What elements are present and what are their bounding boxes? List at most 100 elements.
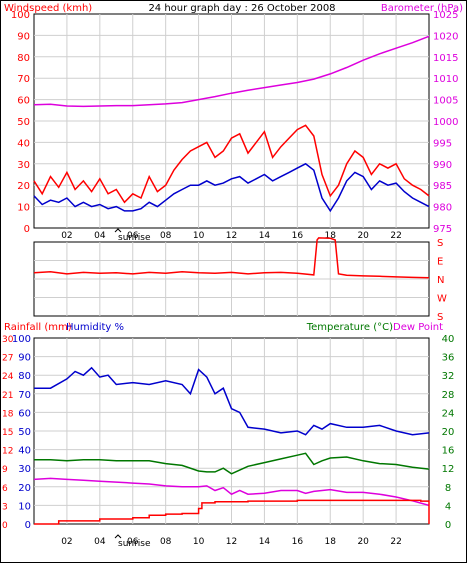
hour-tick-label: 16 xyxy=(292,231,304,241)
rainfall-axis-label: Rainfall (mm) xyxy=(4,322,72,333)
windspeed-tick-label: 30 xyxy=(17,160,30,171)
hour-tick-label: 12 xyxy=(226,537,237,547)
hour-tick-label: 22 xyxy=(390,537,401,547)
hour-tick-label: 04 xyxy=(94,231,106,241)
temperature-tick-label: 12 xyxy=(442,464,455,475)
windspeed-tick-label: 100 xyxy=(11,10,30,21)
direction-tick-label: S xyxy=(437,238,443,249)
humidity-tick-label: 90 xyxy=(18,353,31,364)
wind-barometer-panel: Windspeed (kmh) 24 hour graph day : 26 O… xyxy=(4,3,463,243)
barometer-tick-label: 980 xyxy=(433,203,452,214)
hour-tick-label: 06 xyxy=(127,537,139,547)
wind-series xyxy=(33,35,430,213)
temperature-tick-label: 32 xyxy=(442,371,455,382)
humidity-tick-label: 80 xyxy=(18,371,31,382)
humidity-tick-label: 50 xyxy=(18,427,31,438)
sunrise-marker-icon xyxy=(114,534,122,539)
rainfall-tick-label: 27 xyxy=(2,354,13,364)
hour-tick-label: 18 xyxy=(325,537,337,547)
barometer-tick-label: 1000 xyxy=(433,117,458,128)
rainfall-tick-labels: 0 3 6 9 12 15 18 21 24 27 30 xyxy=(2,335,14,531)
rainfall-tick-label: 6 xyxy=(2,484,8,494)
hour-tick-label: 20 xyxy=(357,231,369,241)
hour-tick-label: 14 xyxy=(259,537,271,547)
sunrise-label: sunrise xyxy=(118,233,151,243)
direction-tick-label: N xyxy=(437,275,444,286)
rainfall-tick-label: 18 xyxy=(2,409,14,419)
humidity-series xyxy=(33,366,430,525)
windspeed-tick-label: 0 xyxy=(24,224,30,235)
temperature-tick-label: 8 xyxy=(445,483,451,494)
rainfall-tick-label: 0 xyxy=(2,521,8,531)
temperature-tick-label: 28 xyxy=(442,390,455,401)
humidity-tick-label: 60 xyxy=(18,408,31,419)
direction-tick-label: E xyxy=(437,257,443,268)
rainfall-mm-line xyxy=(34,499,430,525)
humidity-tick-label: 30 xyxy=(18,464,31,475)
direction-series xyxy=(33,237,430,279)
dew-point-axis-label: Dew Point xyxy=(393,322,443,333)
direction-grid xyxy=(34,242,429,316)
windspeed-axis-label: Windspeed (kmh) xyxy=(4,3,92,14)
hour-tick-label: 16 xyxy=(292,537,304,547)
humidity-tick-label: 20 xyxy=(18,483,31,494)
rainfall-tick-label: 15 xyxy=(2,428,13,438)
barometer-tick-label: 995 xyxy=(433,138,452,149)
direction-tick-label: S xyxy=(437,312,443,323)
hour-tick-label: 02 xyxy=(61,537,72,547)
barometer-axis-label: Barometer (hPa) xyxy=(381,3,463,14)
humidity-tick-labels: 0 10 20 30 40 50 60 70 80 90 100 xyxy=(12,334,31,531)
hour-tick-label: 08 xyxy=(160,537,172,547)
sunrise-marker-icon xyxy=(114,228,122,233)
hour-tick-label: 10 xyxy=(193,537,205,547)
rainfall-tick-label: 24 xyxy=(2,372,14,382)
hour-tick-label: 02 xyxy=(61,231,72,241)
hour-tick-label: 18 xyxy=(325,231,337,241)
windspeed-tick-label: 70 xyxy=(17,74,30,85)
windspeed-tick-label: 60 xyxy=(17,96,30,107)
dew-point-line xyxy=(33,477,430,507)
barometer-tick-label: 975 xyxy=(433,224,452,235)
windspeed-tick-label: 80 xyxy=(17,53,30,64)
windspeed-tick-label: 20 xyxy=(17,181,30,192)
windspeed-kmh-line xyxy=(33,124,430,204)
hour-tick-label: 12 xyxy=(226,231,237,241)
hour-tick-label: 14 xyxy=(259,231,271,241)
hour-tick-label: 20 xyxy=(357,537,369,547)
temperature-tick-label: 40 xyxy=(442,334,455,345)
barometer-tick-label: 1010 xyxy=(433,74,458,85)
barometer-tick-labels: 975 980 985 990 995 1000 1005 1010 1015 1020 1025 xyxy=(433,10,458,235)
rainfall-tick-label: 9 xyxy=(2,465,8,475)
humidity-tick-label: 0 xyxy=(25,520,31,531)
windspeed-tick-label: 50 xyxy=(17,117,30,128)
barometer-tick-label: 990 xyxy=(433,160,452,171)
hour-tick-label: 06 xyxy=(127,231,139,241)
hour-tick-label: 22 xyxy=(390,231,401,241)
barometer-tick-label: 1025 xyxy=(433,10,458,21)
barometer-tick-label: 985 xyxy=(433,181,452,192)
barometer-tick-label: 1020 xyxy=(433,31,458,42)
temperature-tick-label: 20 xyxy=(442,427,455,438)
windspeed-tick-label: 10 xyxy=(17,203,30,214)
gust-line xyxy=(33,162,430,213)
hour-tick-label: 04 xyxy=(94,537,106,547)
temperature-tick-label: 0 xyxy=(445,520,451,531)
barometer-hpa-line xyxy=(33,35,430,108)
hour-tick-label: 10 xyxy=(193,231,205,241)
temperature-tick-label: 36 xyxy=(442,353,455,364)
humidity-axis-label: Humidity % xyxy=(66,322,124,333)
wind-hour-tick-labels: 02 04 06 08 10 12 14 16 18 20 22 xyxy=(61,231,402,241)
barometer-tick-label: 1015 xyxy=(433,53,458,64)
temperature-tick-labels: 0 4 8 12 16 20 24 28 32 36 40 xyxy=(442,334,455,531)
humidity-temperature-panel: Rainfall (mm) Humidity % Temperature (°C… xyxy=(2,322,454,549)
temperature-tick-label: 16 xyxy=(442,446,455,457)
temperature-tick-label: 4 xyxy=(445,501,451,512)
sunrise-label: sunrise xyxy=(118,539,151,549)
temperature-c-line xyxy=(34,452,430,475)
humidity-tick-label: 100 xyxy=(12,334,31,345)
barometer-tick-label: 1005 xyxy=(433,96,458,107)
windspeed-tick-labels: 0 10 20 30 40 50 60 70 80 90 100 xyxy=(11,10,30,235)
